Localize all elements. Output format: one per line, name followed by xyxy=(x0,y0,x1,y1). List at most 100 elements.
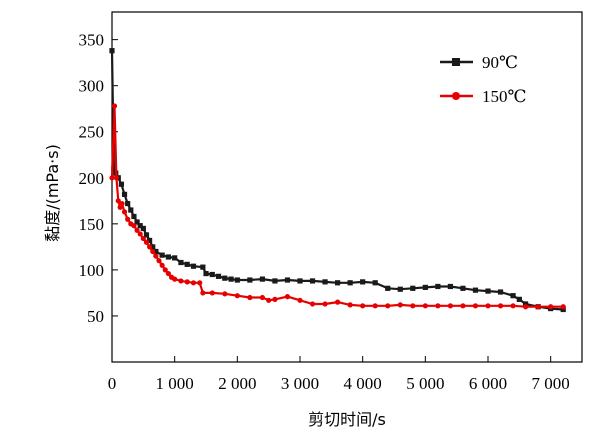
series-90c-point xyxy=(200,264,206,270)
series-150c-point xyxy=(485,303,491,309)
series-90c-point xyxy=(228,276,234,282)
series-90c-point xyxy=(335,280,341,286)
series-90c-point xyxy=(309,278,316,284)
series-150c-point xyxy=(150,248,156,255)
series-150c-point xyxy=(162,267,168,273)
series-90c-point xyxy=(172,255,178,261)
series-90c-point xyxy=(485,288,491,294)
series-90c-point xyxy=(222,275,228,281)
x-tick-label: 5 000 xyxy=(406,374,444,393)
x-tick-label: 3 000 xyxy=(281,374,319,393)
series-layer xyxy=(109,48,566,313)
series-90c-point xyxy=(460,285,466,291)
series-150c-point xyxy=(497,303,504,309)
series-150c-point xyxy=(335,299,341,305)
series-150c-point xyxy=(209,290,215,296)
series-150c-point xyxy=(125,216,131,222)
series-150c-point xyxy=(510,303,516,309)
series-150c-point xyxy=(272,296,278,302)
series-90c-point xyxy=(153,248,159,255)
series-150c-point xyxy=(172,276,178,282)
series-90c-point xyxy=(347,280,353,286)
series-150c-point xyxy=(200,290,206,296)
series-150c-point xyxy=(140,235,146,242)
series-150c-point xyxy=(156,258,162,264)
series-150c-point xyxy=(119,200,125,207)
series-150c-point xyxy=(111,103,118,109)
series-150c-point xyxy=(523,304,529,310)
series-90c-point xyxy=(178,259,184,266)
series-90c-point xyxy=(385,285,391,291)
series-150c-point xyxy=(184,279,190,285)
series-90c-point xyxy=(435,283,441,290)
series-90c-point xyxy=(184,261,190,267)
series-90c-point xyxy=(397,286,403,292)
series-90c-point xyxy=(111,165,117,172)
series-90c-point xyxy=(159,252,165,258)
series-150c-point xyxy=(190,280,197,286)
series-90c-point xyxy=(247,277,253,283)
series-150c-point xyxy=(165,270,171,277)
series-90c-point xyxy=(272,278,278,284)
series-150c-point xyxy=(197,280,203,286)
x-tick-label: 6 000 xyxy=(469,374,507,393)
legend-marker xyxy=(452,92,460,100)
series-90c-point xyxy=(109,48,115,54)
series-90c-point xyxy=(510,293,516,299)
series-90c-point xyxy=(128,207,134,213)
series-150c-point xyxy=(397,302,403,308)
series-150c-point xyxy=(284,294,291,300)
y-tick-label: 200 xyxy=(79,169,105,188)
legend-item-150c: 150℃ xyxy=(440,87,527,106)
series-90c-point xyxy=(150,244,156,250)
series-150c-point xyxy=(297,297,303,303)
legend-label: 90℃ xyxy=(482,53,518,72)
series-150c-line xyxy=(110,104,564,308)
series-150c-point xyxy=(153,253,159,259)
series-150c-point xyxy=(266,297,272,303)
series-150c-point xyxy=(435,303,441,309)
series-90c-point xyxy=(523,301,529,307)
y-axis-ticks: 50 100 150 200 250 300 350 xyxy=(79,31,118,326)
series-90c-point xyxy=(284,277,291,283)
series-150c-point xyxy=(247,294,253,301)
y-tick-label: 150 xyxy=(79,215,105,234)
series-150c-point xyxy=(372,303,378,309)
series-90c-point xyxy=(360,279,366,285)
x-tick-label: 2 000 xyxy=(218,374,256,393)
legend-marker xyxy=(452,58,460,66)
series-90c-point xyxy=(140,225,146,232)
series-90c-point xyxy=(234,277,240,283)
series-90c-point xyxy=(472,287,479,293)
series-150c-point xyxy=(472,303,479,309)
series-90c-point xyxy=(259,276,265,282)
series-150c-point xyxy=(322,301,328,307)
series-90c-point xyxy=(215,273,222,279)
x-tick-label: 1 000 xyxy=(156,374,194,393)
series-150c-point xyxy=(548,304,554,310)
series-90c-point xyxy=(131,213,137,220)
series-90c-point xyxy=(422,284,428,290)
series-150c-point xyxy=(115,198,121,204)
series-90c-point xyxy=(118,181,124,187)
y-tick-label: 300 xyxy=(79,77,105,96)
series-150c-point xyxy=(137,231,143,237)
series-90c-point xyxy=(165,254,171,260)
series-150c-point xyxy=(447,303,453,309)
series-150c-point xyxy=(309,301,316,307)
series-150c-point xyxy=(147,244,153,250)
series-90c-point xyxy=(147,237,153,244)
legend: 90℃ 150℃ xyxy=(440,53,527,106)
series-150c-point xyxy=(113,175,119,181)
series-150c-point xyxy=(360,303,366,309)
series-150c-point xyxy=(134,227,140,233)
y-axis-label: 黏度/(mPa·s) xyxy=(43,144,62,242)
legend-label: 150℃ xyxy=(482,87,527,106)
series-150c-point xyxy=(109,175,115,181)
series-90c-point xyxy=(203,270,209,277)
series-90c-point xyxy=(322,279,328,285)
series-150c-point xyxy=(460,303,466,309)
series-150c-point xyxy=(535,304,541,310)
series-90c-point xyxy=(297,278,303,284)
y-tick-label: 50 xyxy=(87,307,104,326)
